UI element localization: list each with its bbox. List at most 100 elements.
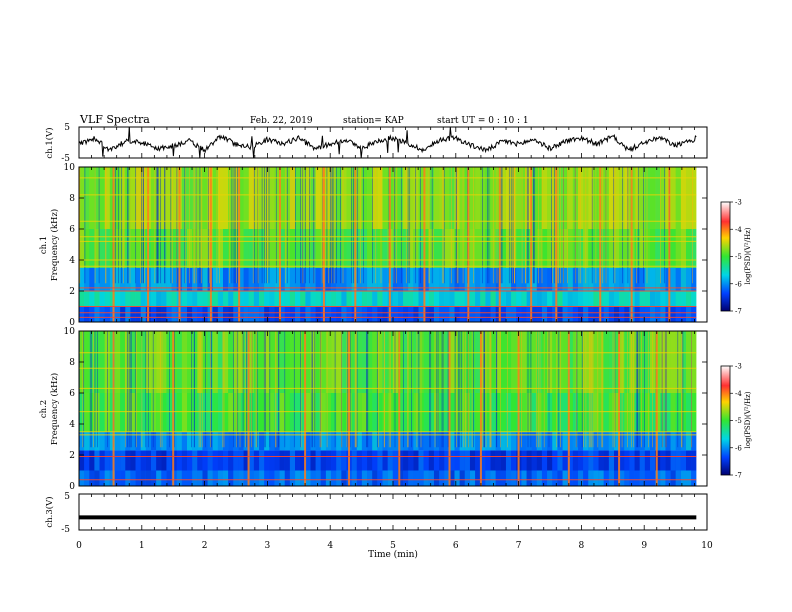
- spectrogram-cell: [181, 470, 187, 486]
- spectrogram-cell: [145, 450, 151, 471]
- spectrogram-cell: [583, 306, 589, 322]
- spectrogram-cell: [361, 431, 367, 451]
- spectrogram-cell: [341, 331, 347, 393]
- x-axis-label: Time (min): [368, 549, 418, 560]
- spectrogram-cell: [675, 167, 681, 229]
- spectrogram-cell: [145, 470, 151, 486]
- spectrogram-cell: [475, 450, 481, 471]
- spectrogram-cell: [578, 306, 584, 322]
- spectrogram-cell: [500, 291, 506, 307]
- spectrogram-cell: [315, 229, 321, 268]
- spectrogram-cell: [614, 331, 620, 393]
- spectrogram-cell: [264, 331, 270, 393]
- x-tick-label: 4: [327, 541, 333, 551]
- spectrogram-cell: [531, 306, 537, 322]
- spectrogram-cell: [490, 291, 496, 307]
- spectrogram-cell: [567, 167, 573, 229]
- spectrogram-cell: [372, 167, 378, 229]
- spectrogram-cell: [495, 267, 501, 291]
- spectrogram-cell: [557, 229, 563, 268]
- spectrogram-cell: [475, 229, 481, 268]
- spectrogram-cell: [274, 167, 280, 229]
- spectrogram-cell: [542, 229, 548, 268]
- spectrogram-cell: [603, 470, 609, 486]
- spectrogram-cell: [300, 470, 306, 486]
- spectrogram-cell: [346, 229, 352, 268]
- spectrogram-cell: [454, 331, 460, 393]
- spectrogram-cell: [264, 393, 270, 432]
- spectrogram-cell: [398, 229, 404, 268]
- spectrogram-cell: [243, 393, 249, 432]
- spectrogram-cell: [259, 470, 265, 486]
- spectrogram-cell: [629, 450, 635, 471]
- spectrogram-cell: [547, 331, 553, 393]
- colorbar-tick-label: -5: [735, 253, 742, 261]
- spectrogram-cell: [120, 393, 126, 432]
- spectrogram-cell: [120, 470, 126, 486]
- spectrogram-cell: [516, 291, 522, 307]
- spectrogram-cell: [279, 470, 285, 486]
- spectrogram-cell: [567, 393, 573, 432]
- spectrogram-cell: [567, 450, 573, 471]
- spectrogram-cell: [325, 431, 331, 451]
- spectrogram-event: [112, 331, 115, 486]
- spectrogram-cell: [125, 306, 131, 322]
- spectrogram-cell: [675, 450, 681, 471]
- spectrogram-cell: [480, 470, 486, 486]
- spectrogram-cell: [104, 450, 110, 471]
- spectrogram-cell: [408, 331, 414, 393]
- spectrogram-cell: [536, 470, 542, 486]
- spectrogram-cell: [542, 167, 548, 229]
- spectrogram-cell: [315, 331, 321, 393]
- spectrogram-cell: [562, 331, 568, 393]
- spectrogram-cell: [79, 393, 85, 432]
- spectrogram-cell: [526, 450, 532, 471]
- spectrogram-cell: [79, 470, 85, 486]
- spectrogram-cell: [495, 450, 501, 471]
- spectrogram-cell: [367, 431, 373, 451]
- spectrogram-cell: [202, 267, 208, 291]
- spectrogram-cell: [223, 306, 229, 322]
- spectrogram-cell: [608, 229, 614, 268]
- spectrogram-cell: [408, 229, 414, 268]
- spectrogram-cell: [284, 393, 290, 432]
- spectrogram-cell: [387, 470, 393, 486]
- spectrogram-cell: [634, 450, 640, 471]
- spectrogram-cell: [202, 229, 208, 268]
- spectrogram-cell: [300, 450, 306, 471]
- spectrogram-cell: [197, 450, 203, 471]
- colorbar-tick-label: -4: [735, 226, 742, 234]
- spectrogram-cell: [449, 470, 455, 486]
- spectrogram-cell: [89, 470, 95, 486]
- spectrogram-cell: [207, 470, 213, 486]
- spectrogram-cell: [691, 450, 697, 471]
- spectrogram-cell: [521, 229, 527, 268]
- spectrogram-cell: [99, 291, 105, 307]
- spectrogram-cell: [361, 393, 367, 432]
- spectrogram-cell: [120, 306, 126, 322]
- spectrogram-cell: [115, 470, 121, 486]
- spectrogram-cell: [418, 267, 424, 291]
- spectrogram-cell: [367, 167, 373, 229]
- spectrogram-cell: [300, 291, 306, 307]
- spectrogram-cell: [562, 167, 568, 229]
- spectrogram-cell: [310, 229, 316, 268]
- spectrogram-cell: [279, 393, 285, 432]
- spectrogram-cell: [341, 431, 347, 451]
- spectrogram-cell: [135, 470, 141, 486]
- spectrogram-cell: [644, 450, 650, 471]
- spectrogram-cell: [614, 393, 620, 432]
- spectrogram-cell: [356, 470, 362, 486]
- spectrogram-cell: [377, 331, 383, 393]
- spectrogram-cell: [547, 291, 553, 307]
- spectrogram-cell: [464, 291, 470, 307]
- spectrogram-cell: [269, 229, 275, 268]
- spectrogram-cell: [608, 267, 614, 291]
- spectrogram-cell: [439, 267, 445, 291]
- spectrogram-cell: [161, 267, 167, 291]
- spectrogram-event: [479, 331, 482, 486]
- spectrogram-cell: [161, 291, 167, 307]
- spectrogram-cell: [181, 291, 187, 307]
- spectrogram-cell: [542, 306, 548, 322]
- spectrogram-cell: [315, 450, 321, 471]
